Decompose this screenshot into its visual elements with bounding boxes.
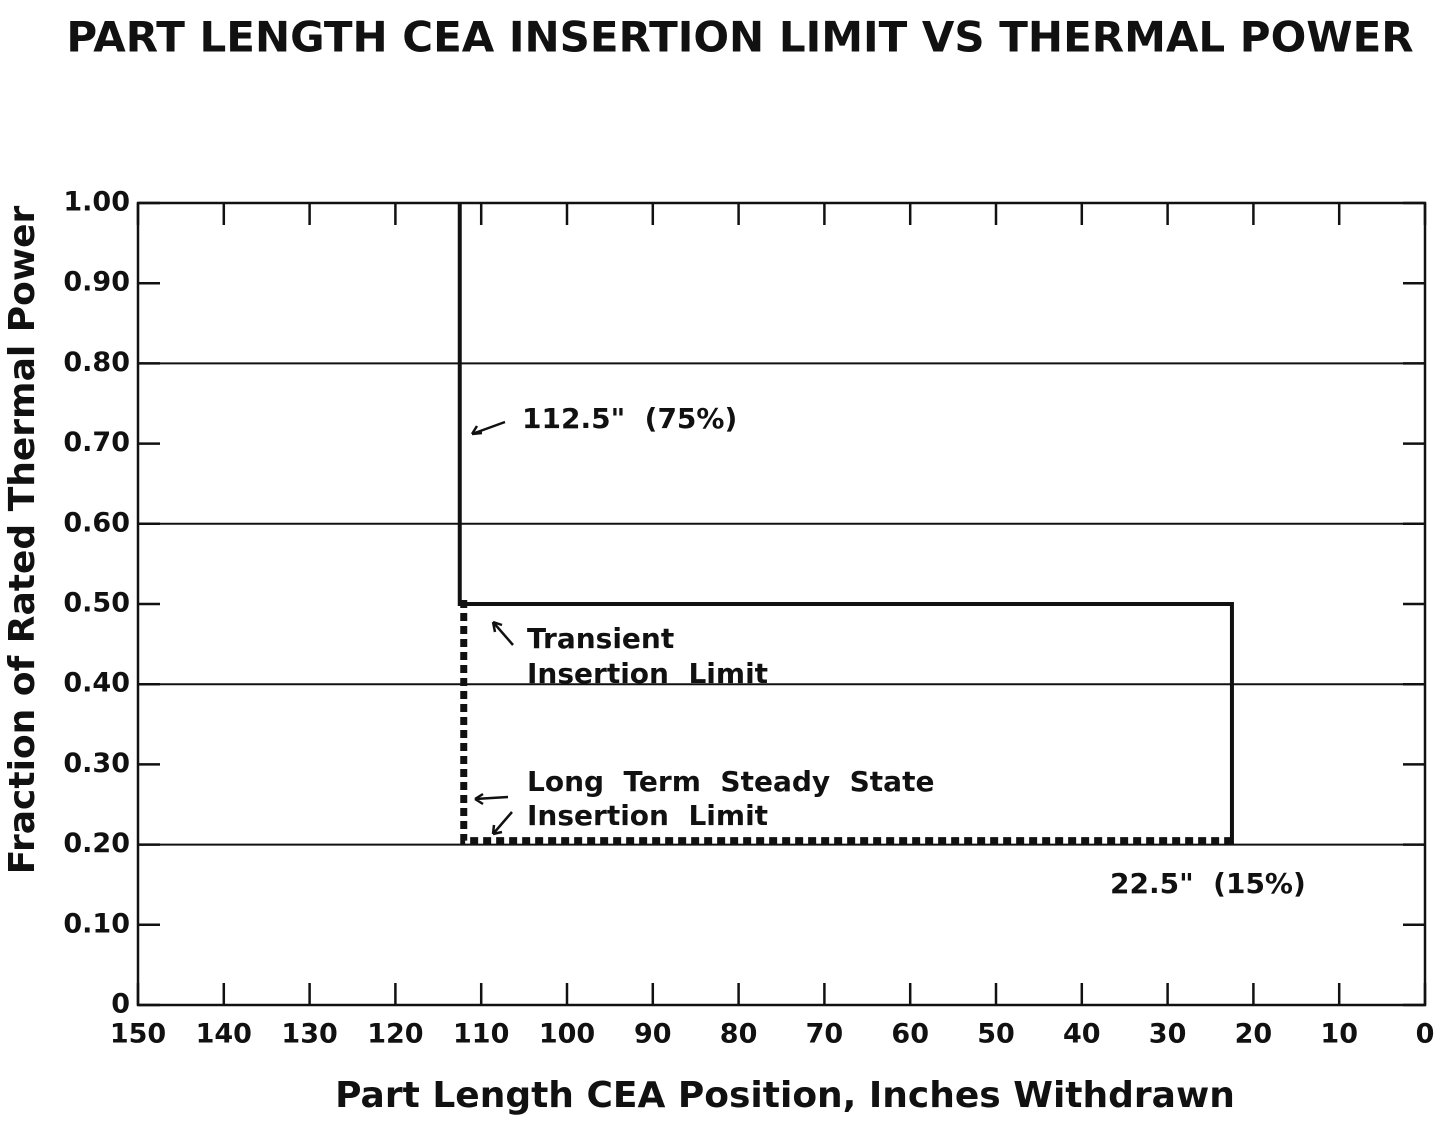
series-line <box>457 203 1234 845</box>
x-axis-label: Part Length CEA Position, Inches Withdra… <box>335 1075 1235 1116</box>
y-tick-label: 0 <box>111 989 130 1020</box>
annotation: Transient <box>527 622 674 655</box>
x-tick-label: 90 <box>634 1019 672 1050</box>
x-tick-label: 60 <box>891 1019 929 1050</box>
annotation: Insertion Limit <box>527 799 768 832</box>
x-tick-label: 150 <box>110 1019 166 1050</box>
x-tick-label: 140 <box>196 1019 252 1050</box>
x-tick-label: 130 <box>281 1019 337 1050</box>
x-tick-label: 100 <box>539 1019 595 1050</box>
y-tick-label: 0.10 <box>63 908 130 939</box>
x-tick-label: 120 <box>367 1019 423 1050</box>
arrow <box>491 620 514 646</box>
y-tick-label: 0.20 <box>63 828 130 859</box>
x-tick-label: 40 <box>1063 1019 1101 1050</box>
arrow <box>491 811 513 836</box>
annotation: Insertion Limit <box>527 657 768 690</box>
y-tick-label: 0.60 <box>63 507 130 538</box>
x-tick-label: 30 <box>1149 1019 1187 1050</box>
y-tick-label: 0.40 <box>63 668 130 699</box>
y-tick-label: 0.90 <box>63 267 130 298</box>
arrow <box>474 792 509 806</box>
x-tick-label: 10 <box>1320 1019 1358 1050</box>
y-tick-label: 0.70 <box>63 427 130 458</box>
x-tick-label: 110 <box>453 1019 509 1050</box>
annotation-arrows <box>470 420 514 836</box>
x-tick-label: 0 <box>1416 1019 1435 1050</box>
x-tick-label: 20 <box>1235 1019 1273 1050</box>
y-tick-label: 0.50 <box>63 588 130 619</box>
y-tick-label: 0.30 <box>63 748 130 779</box>
y-tick-label: 0.80 <box>63 347 130 378</box>
arrow <box>470 420 506 436</box>
series-line <box>460 600 1236 845</box>
annotation: 22.5" (15%) <box>1110 867 1306 900</box>
x-tick-label: 80 <box>720 1019 758 1050</box>
annotation: 112.5" (75%) <box>522 402 737 435</box>
chart-title: PART LENGTH CEA INSERTION LIMIT VS THERM… <box>66 13 1413 62</box>
x-tick-label: 50 <box>977 1019 1015 1050</box>
y-tick-label: 1.00 <box>63 187 130 218</box>
y-axis-label: Fraction of Rated Thermal Power <box>2 205 43 874</box>
x-tick-label: 70 <box>806 1019 844 1050</box>
annotation: Long Term Steady State <box>527 765 934 798</box>
